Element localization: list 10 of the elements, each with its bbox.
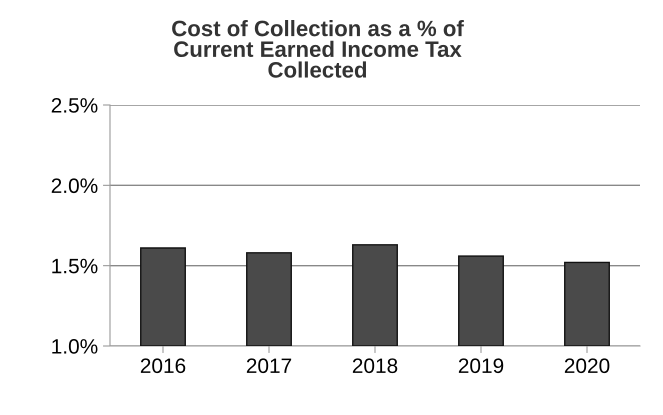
x-tick-label: 2020 [564, 358, 610, 374]
x-tick-label: 2017 [246, 358, 292, 374]
chart-title: Cost of Collection as a % of Current Earned Income Tax Collected [172, 20, 464, 78]
y-tick-label: 2.0% [52, 178, 98, 194]
y-tick-label: 2.5% [52, 98, 98, 113]
x-tick-label: 2019 [458, 358, 504, 374]
y-tick-label: 1.0% [52, 339, 98, 354]
x-tick-label: 2018 [352, 358, 398, 374]
x-tick-label: 2016 [140, 358, 186, 374]
y-tick-label: 1.5% [52, 258, 98, 274]
